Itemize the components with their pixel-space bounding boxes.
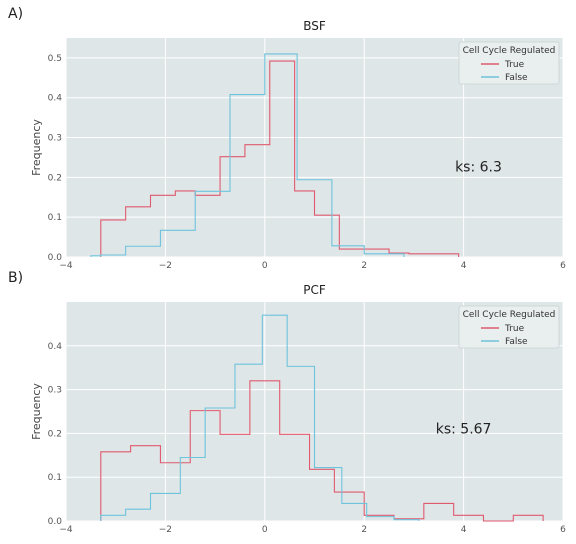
chart-panel-1: −4 −2 0 2 4 6 0.0 0.1 0.2 0.3 0.4 0.5 BSF Frequency ks…: [30, 19, 566, 271]
y-tick-label: 0.4: [48, 94, 63, 104]
legend-title: Cell Cycle Regulated: [463, 310, 556, 320]
panel-label-b: B): [8, 270, 24, 286]
histogram-true: [100, 380, 544, 522]
y-axis-label: Frequency: [30, 119, 43, 176]
y-tick-label: 0.0: [48, 517, 63, 527]
x-tick-label: −2: [159, 261, 172, 271]
ks-annotation: ks: 6.3: [455, 159, 502, 175]
x-tick-label: 0: [262, 525, 268, 535]
y-tick-label: 0.1: [48, 213, 62, 223]
legend-box: [458, 305, 560, 349]
chart-title: BSF: [303, 19, 326, 33]
legend-label-true: True: [504, 324, 525, 334]
x-tick-label: 2: [361, 525, 367, 535]
y-tick-label: 0.1: [48, 473, 62, 483]
x-tick-label: −2: [159, 525, 172, 535]
legend-label-true: True: [504, 60, 525, 70]
chart-title: PCF: [303, 283, 326, 297]
x-tick-label: −4: [59, 525, 73, 535]
ks-annotation: ks: 5.67: [436, 421, 492, 437]
histogram-false: [100, 314, 420, 521]
y-tick-label: 0.3: [48, 134, 62, 144]
y-tick-label: 0.2: [48, 173, 62, 183]
legend-box: [458, 41, 560, 85]
y-tick-label: 0.2: [48, 429, 62, 439]
chart-panel-2: −4 −2 0 2 4 6 0.0 0.1 0.2 0.3 0.4 PCF Frequency ks: 5…: [30, 283, 566, 535]
legend-title: Cell Cycle Regulated: [463, 46, 556, 56]
y-tick-label: 0.4: [48, 342, 63, 352]
y-tick-label: 0.5: [48, 54, 62, 64]
x-tick-label: 4: [461, 261, 467, 271]
x-tick-label: 6: [560, 525, 566, 535]
x-tick-label: 0: [262, 261, 268, 271]
panel-label-a: A): [8, 6, 24, 22]
y-tick-label: 0.0: [48, 253, 63, 263]
histogram-true: [100, 60, 460, 257]
y-tick-label: 0.3: [48, 386, 62, 396]
y-axis-label: Frequency: [30, 383, 43, 440]
histogram-false: [90, 53, 405, 257]
x-tick-label: −4: [59, 261, 73, 271]
legend-label-false: False: [505, 337, 528, 347]
x-tick-label: 6: [560, 261, 566, 271]
x-tick-label: 2: [361, 261, 367, 271]
legend-label-false: False: [505, 73, 528, 83]
x-tick-label: 4: [461, 525, 467, 535]
